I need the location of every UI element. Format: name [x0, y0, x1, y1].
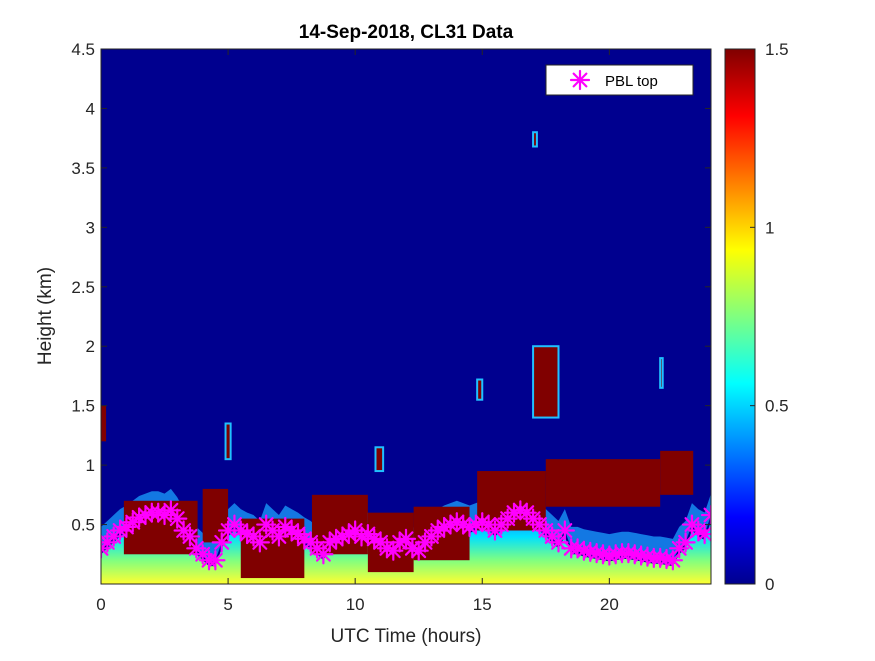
cloud-feature — [374, 446, 385, 473]
legend-marker-icon — [569, 69, 591, 91]
colorbar-gradient — [724, 48, 756, 585]
x-tick-label: 0 — [96, 595, 105, 614]
colorbar: 0 0.5 1 1.5 — [724, 40, 789, 594]
cloud-feature — [532, 345, 560, 419]
legend-marker-asterisk — [569, 69, 591, 91]
pbl-point — [357, 523, 378, 545]
cloud-feature — [224, 422, 232, 461]
pbl-point — [554, 520, 575, 541]
x-axis-ticks: 0 5 10 15 20 — [96, 49, 619, 614]
pbl-point — [453, 514, 474, 535]
aerosol-layer — [101, 405, 107, 442]
cloud-feature — [532, 131, 538, 148]
plot-area — [101, 49, 711, 584]
pbl-point — [249, 532, 270, 553]
y-tick-label: 3.5 — [71, 159, 95, 178]
pbl-point — [675, 532, 696, 553]
y-tick-label: 1.5 — [71, 397, 95, 416]
cloud-feature — [476, 378, 484, 401]
x-tick-label: 5 — [223, 595, 232, 614]
x-tick-label: 20 — [600, 595, 619, 614]
colorbar-ticks: 0 0.5 1 1.5 — [750, 40, 789, 594]
colorbar-tick-label: 1 — [765, 218, 774, 237]
x-tick-label: 10 — [346, 595, 365, 614]
y-tick-label: 0.5 — [71, 516, 95, 535]
chart-title: 14-Sep-2018, CL31 Data — [299, 22, 514, 43]
colorbar-tick-label: 0.5 — [765, 397, 789, 416]
x-axis-label: UTC Time (hours) — [331, 626, 482, 647]
colorbar-tick-label: 0 — [765, 575, 774, 594]
y-axis-label: Height (km) — [35, 267, 56, 365]
pbl-point — [408, 540, 429, 561]
cloud-feature — [659, 357, 664, 389]
legend-label: PBL top — [605, 73, 658, 90]
pbl-point — [205, 550, 226, 571]
y-tick-label: 2 — [86, 337, 95, 356]
y-tick-label: 4 — [86, 99, 95, 118]
pbl-point — [700, 504, 711, 526]
colorbar-tick-label: 1.5 — [765, 40, 789, 59]
pbl-point — [383, 540, 404, 561]
y-tick-label: 2.5 — [71, 278, 95, 297]
aerosol-layer — [660, 450, 694, 495]
y-axis-ticks: 0.5 1 1.5 2 2.5 3 3.5 4 4.5 — [71, 40, 711, 535]
plot-frame — [100, 48, 712, 585]
y-tick-label: 1 — [86, 456, 95, 475]
legend: PBL top — [545, 64, 694, 96]
aerosol-layer — [545, 459, 661, 507]
pbl-series — [101, 500, 711, 571]
x-tick-label: 15 — [473, 595, 492, 614]
y-tick-label: 3 — [86, 218, 95, 237]
y-tick-label: 4.5 — [71, 40, 95, 59]
pbl-point — [167, 508, 188, 529]
